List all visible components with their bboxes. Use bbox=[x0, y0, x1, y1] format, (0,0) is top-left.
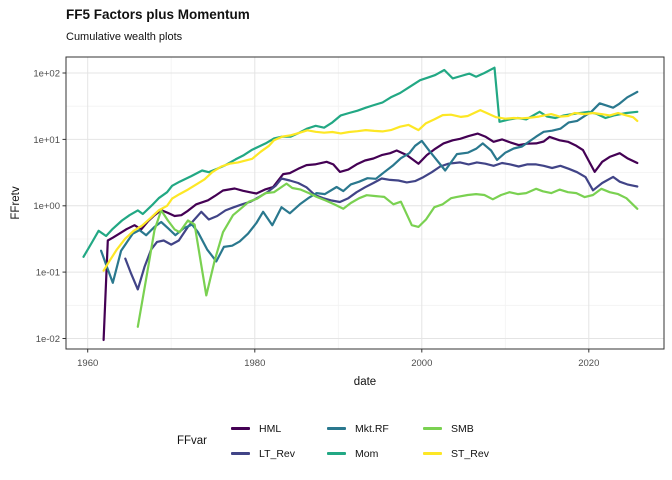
panel-background bbox=[66, 57, 664, 349]
series-line-ST_Rev bbox=[102, 109, 639, 272]
legend-item-SMB: SMB bbox=[423, 423, 495, 435]
y-tick-label: 1e-02 bbox=[36, 334, 60, 345]
legend-swatch-Mkt.RF bbox=[327, 427, 347, 430]
legend-label: Mom bbox=[355, 447, 379, 460]
legend-item-LT_Rev: LT_Rev bbox=[231, 448, 303, 460]
gridlines bbox=[66, 57, 664, 349]
legend-label: HML bbox=[259, 422, 282, 435]
legend-item-Mkt.RF: Mkt.RF bbox=[327, 423, 399, 435]
legend-item-Mom: Mom bbox=[327, 448, 399, 460]
y-tick-label: 1e-01 bbox=[36, 268, 60, 279]
legend-swatch-HML bbox=[231, 427, 251, 430]
chart-canvas: 1960 1980 2000 2020 1e-02 1e-01 1e+00 1e+01 1e+0… bbox=[10, 56, 665, 388]
legend-swatch-LT_Rev bbox=[231, 452, 251, 455]
legend-items: HML LT_Rev Mkt.RF Mom SMB ST_Rev bbox=[231, 423, 495, 460]
panel-border bbox=[65, 56, 665, 350]
y-tick-label: 1e+02 bbox=[33, 68, 60, 79]
legend-swatch-ST_Rev bbox=[423, 452, 443, 455]
x-tick-label: 2000 bbox=[411, 358, 432, 369]
series-line-SMB bbox=[136, 182, 639, 328]
data-series bbox=[82, 66, 639, 342]
legend: FFvar HML LT_Rev Mkt.RF Mom SMB ST_Rev bbox=[0, 411, 672, 471]
legend-label: SMB bbox=[451, 422, 474, 435]
plot-title: FF5 Factors plus Momentum bbox=[66, 7, 250, 22]
legend-item-ST_Rev: ST_Rev bbox=[423, 448, 495, 460]
x-tick-label: 1980 bbox=[244, 358, 265, 369]
x-axis-title: date bbox=[354, 376, 376, 388]
series-line-Mom bbox=[82, 66, 639, 258]
y-tick-label: 1e+00 bbox=[33, 201, 60, 212]
legend-label: LT_Rev bbox=[259, 447, 296, 460]
y-tick-label: 1e+01 bbox=[33, 135, 60, 146]
series-line-LT_Rev bbox=[124, 161, 639, 291]
x-tick-label: 2020 bbox=[578, 358, 599, 369]
legend-label: ST_Rev bbox=[451, 447, 489, 460]
series-line-HML bbox=[102, 132, 639, 342]
y-axis-title: FFretv bbox=[10, 186, 22, 219]
legend-label: Mkt.RF bbox=[355, 422, 389, 435]
legend-item-HML: HML bbox=[231, 423, 303, 435]
x-tick-label: 1960 bbox=[77, 358, 98, 369]
legend-title: FFvar bbox=[176, 435, 208, 447]
legend-swatch-Mom bbox=[327, 452, 347, 455]
legend-swatch-SMB bbox=[423, 427, 443, 430]
plot-subtitle: Cumulative wealth plots bbox=[66, 31, 183, 43]
axis-ticks: 1960 1980 2000 2020 1e-02 1e-01 1e+00 1e+01 1e+0… bbox=[33, 68, 599, 369]
panel-frame bbox=[65, 56, 665, 350]
